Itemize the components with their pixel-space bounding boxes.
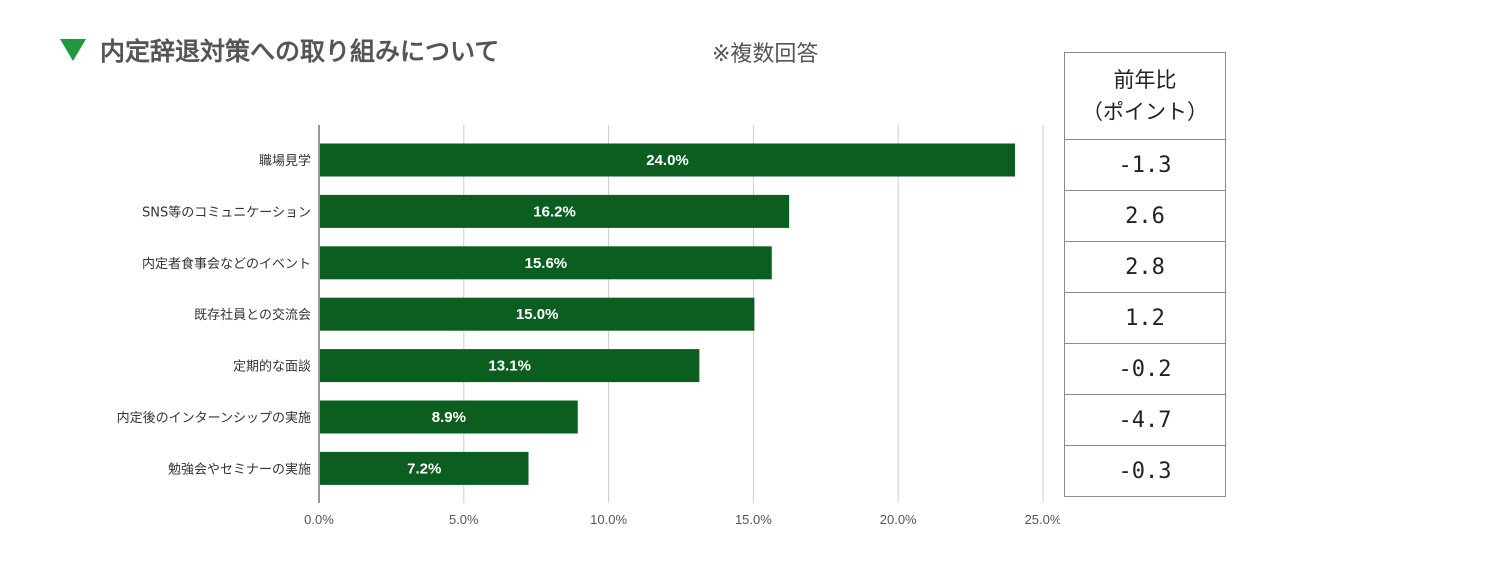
category-label: 内定後のインターンシップの実施 (117, 410, 311, 426)
bar-value-label: 8.9% (432, 409, 466, 426)
bar-value-label: 13.1% (488, 358, 531, 375)
x-tick-label: 5.0% (449, 512, 479, 527)
category-label: 勉強会やセミナーの実施 (168, 461, 311, 477)
category-label: SNS等のコミュニケーション (142, 204, 311, 220)
bar (320, 297, 755, 331)
bar (320, 246, 772, 280)
yoy-cell: 2.8 (1064, 241, 1226, 293)
x-tick-label: 20.0% (880, 512, 917, 527)
category-label: 内定者食事会などのイベント (142, 256, 311, 272)
x-tick-label: 25.0% (1025, 512, 1060, 527)
yoy-cell: -1.3 (1064, 139, 1226, 191)
x-tick-label: 15.0% (735, 512, 772, 527)
chart-title: 内定辞退対策への取り組みについて (100, 37, 500, 66)
yoy-cell: 1.2 (1064, 292, 1226, 344)
bar-value-label: 15.6% (525, 255, 568, 272)
category-label: 職場見学 (259, 153, 311, 169)
bar-chart: 0.0% 5.0% 10.0% 15.0% 20.0% 25.0% 24.0% 職場見学 16.… (117, 125, 1060, 527)
bar-value-label: 7.2% (407, 460, 441, 477)
bar (320, 451, 529, 485)
yoy-cell: -4.7 (1064, 394, 1226, 446)
bar-value-label: 15.0% (516, 306, 559, 323)
yoy-cell: -0.3 (1064, 445, 1226, 497)
yoy-header-line2: （ポイント） (1082, 100, 1208, 124)
bar-value-label: 16.2% (533, 203, 576, 220)
triangle-down-icon (60, 39, 86, 61)
yoy-cell: -0.2 (1064, 343, 1226, 395)
x-tick-label: 0.0% (304, 512, 334, 527)
yoy-table: 前年比 （ポイント） -1.3 2.6 2.8 1.2 -0.2 -4.7 -0… (1064, 52, 1226, 497)
bar (320, 194, 790, 228)
labels: 0.0% 5.0% 10.0% 15.0% 20.0% 25.0% 24.0% 職場見学 16.… (117, 152, 1060, 527)
yoy-header-line1: 前年比 (1113, 68, 1177, 92)
bar-value-label: 24.0% (646, 152, 689, 169)
category-label: 既存社員との交流会 (194, 307, 311, 323)
bar (320, 400, 578, 434)
multiple-answer-note: ※複数回答 (712, 42, 819, 67)
bars (320, 143, 1016, 485)
category-label: 定期的な面談 (233, 359, 311, 375)
bar (320, 349, 700, 383)
bar (320, 143, 1016, 177)
yoy-cell: 2.6 (1064, 190, 1226, 242)
chart-title-group: 内定辞退対策への取り組みについて (60, 32, 499, 68)
x-tick-label: 10.0% (590, 512, 627, 527)
yoy-table-header: 前年比 （ポイント） (1064, 52, 1226, 140)
